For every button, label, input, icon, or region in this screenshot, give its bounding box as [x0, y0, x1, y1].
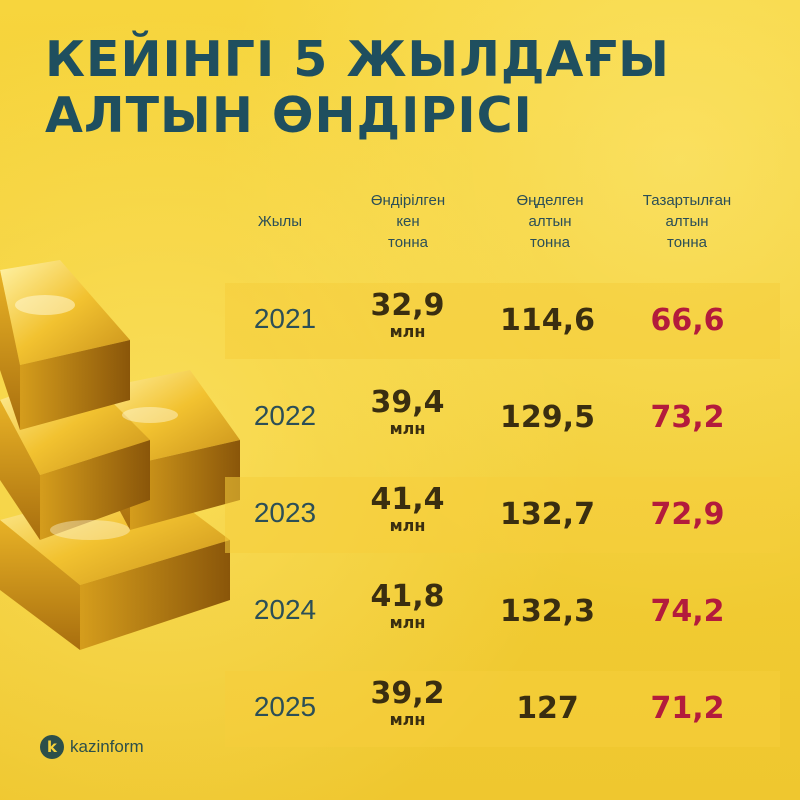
gold-highlight	[122, 407, 178, 423]
kazinform-logo: k kazinform	[40, 734, 144, 760]
row-year: 2022	[253, 400, 317, 431]
row-ore: 41,4 млн	[350, 483, 465, 535]
row-ore-value: 32,9	[370, 288, 445, 323]
table-row: 2021 32,9 млн 114,6 66,6	[225, 283, 780, 359]
page-title: КЕЙІНГІ 5 ЖЫЛДАҒЫ АЛТЫН ӨНДІРІСІ	[45, 32, 765, 144]
header-refined-line: Тазартылған	[642, 192, 732, 209]
header-refined-line: тонна	[667, 234, 707, 251]
row-processed: 114,6	[500, 303, 595, 338]
row-ore: 39,2 млн	[350, 677, 465, 729]
row-ore: 41,8 млн	[350, 580, 465, 632]
row-year: 2025	[253, 691, 317, 722]
row-ore-value: 39,4	[370, 385, 445, 420]
title-line-1: КЕЙІНГІ 5 ЖЫЛДАҒЫ	[45, 31, 670, 88]
header-processed-line: алтын	[528, 213, 572, 230]
header-years: Жылы	[257, 213, 303, 230]
row-refined: 71,2	[650, 691, 725, 726]
row-ore: 39,4 млн	[350, 386, 465, 438]
gold-bar-top-front	[20, 340, 130, 430]
row-ore-value: 39,2	[370, 676, 445, 711]
table-row: 2022 39,4 млн 129,5 73,2	[225, 380, 780, 456]
row-refined: 73,2	[650, 400, 725, 435]
row-ore-unit: млн	[389, 419, 426, 438]
title-line-2: АЛТЫН ӨНДІРІСІ	[45, 87, 533, 144]
row-year: 2021	[253, 303, 317, 334]
header-processed: Өңделген алтын тонна	[480, 190, 620, 253]
gold-highlight	[50, 520, 130, 540]
gold-bar-top-top	[0, 260, 130, 365]
header-ore-line: тонна	[388, 234, 428, 251]
header-processed-line: тонна	[530, 234, 570, 251]
table-row: 2023 41,4 млн 132,7 72,9	[225, 477, 780, 553]
header-ore-line: кен	[396, 213, 420, 230]
table-row: 2024 41,8 млн 132,3 74,2	[225, 574, 780, 650]
gold-bar-mid-left	[0, 400, 40, 540]
row-refined: 74,2	[650, 594, 725, 629]
header-refined-line: алтын	[665, 213, 709, 230]
row-ore-unit: млн	[389, 322, 426, 341]
gold-bars-image	[0, 260, 240, 650]
row-processed: 132,3	[500, 594, 595, 629]
header-ore: Өндірілген кен тонна	[338, 190, 478, 253]
gold-bar-right-front	[130, 440, 240, 530]
header-ore-line: Өндірілген	[370, 192, 446, 209]
row-processed: 129,5	[500, 400, 595, 435]
logo-badge-icon: k	[40, 735, 64, 759]
row-ore-unit: млн	[389, 516, 426, 535]
row-refined: 72,9	[650, 497, 725, 532]
row-ore: 32,9 млн	[350, 289, 465, 341]
row-year: 2024	[253, 594, 317, 625]
row-refined: 66,6	[650, 303, 725, 338]
gold-highlight	[15, 295, 75, 315]
logo-text: kazinform	[70, 737, 144, 756]
gold-bar-bottom-front	[0, 520, 80, 650]
row-processed: 132,7	[500, 497, 595, 532]
gold-bar-top-left	[0, 270, 20, 430]
row-ore-unit: млн	[389, 710, 426, 729]
header-refined: Тазартылған алтын тонна	[617, 190, 757, 253]
row-ore-value: 41,4	[370, 482, 445, 517]
row-processed: 127	[516, 691, 579, 726]
row-ore-value: 41,8	[370, 579, 445, 614]
table-row: 2025 39,2 млн 127 71,2	[225, 671, 780, 747]
gold-bar-mid-front	[40, 440, 150, 540]
gold-bar-bottom-side	[80, 540, 230, 650]
row-year: 2023	[253, 497, 317, 528]
row-ore-unit: млн	[389, 613, 426, 632]
header-processed-line: Өңделген	[516, 192, 584, 209]
